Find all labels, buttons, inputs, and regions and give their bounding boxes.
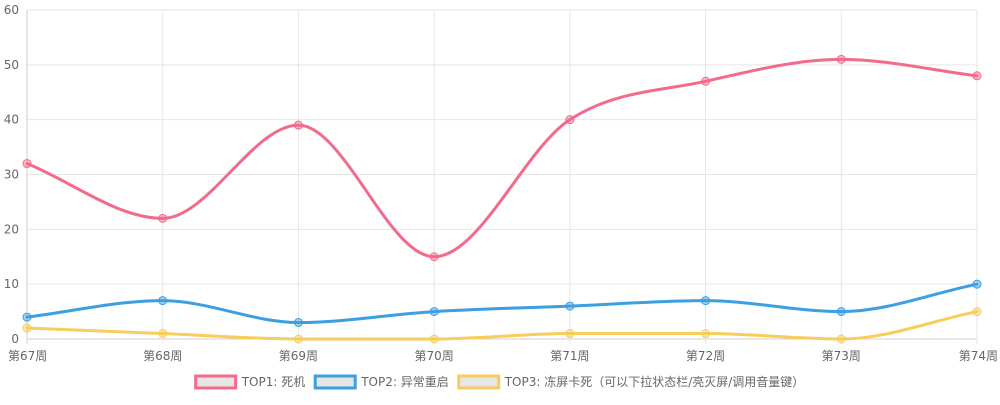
x-tick-label: 第74周 (959, 349, 998, 363)
y-tick-label: 30 (4, 168, 19, 182)
y-tick-label: 60 (4, 3, 19, 17)
series-1 (22, 54, 982, 262)
x-tick-label: 第67周 (8, 349, 47, 363)
grid (26, 9, 978, 344)
data-point[interactable] (158, 329, 168, 339)
x-tick-label: 第70周 (415, 349, 454, 363)
legend-label: TOP1: 死机 (241, 375, 306, 389)
y-tick-label: 40 (4, 113, 19, 127)
data-point[interactable] (836, 334, 846, 344)
legend-item-3[interactable]: TOP3: 冻屏卡死（可以下拉状态栏/亮灭屏/调用音量键） (457, 374, 805, 390)
legend: TOP1: 死机 TOP2: 异常重启 TOP3: 冻屏卡死（可以下拉状态栏/亮灭屏… (194, 374, 805, 390)
y-tick-label: 20 (4, 222, 19, 236)
data-point[interactable] (972, 71, 982, 81)
data-point[interactable] (565, 301, 575, 311)
x-tick-label: 第72周 (686, 349, 725, 363)
x-tick-label: 第71周 (550, 349, 589, 363)
legend-swatch (313, 374, 357, 390)
series-line (25, 57, 979, 259)
data-point[interactable] (158, 213, 168, 223)
series (22, 54, 982, 344)
series-line (25, 310, 979, 341)
data-point[interactable] (565, 115, 575, 125)
legend-swatch (457, 374, 501, 390)
series-line (25, 282, 979, 325)
data-point[interactable] (429, 334, 439, 344)
series-2 (22, 279, 982, 328)
data-point[interactable] (836, 307, 846, 317)
data-point[interactable] (701, 329, 711, 339)
data-point[interactable] (972, 307, 982, 317)
series-3 (22, 307, 982, 344)
data-point[interactable] (565, 329, 575, 339)
legend-item-1[interactable]: TOP1: 死机 (194, 374, 306, 390)
data-point[interactable] (701, 76, 711, 86)
x-tick-label: 第73周 (822, 349, 861, 363)
data-point[interactable] (293, 318, 303, 328)
data-point[interactable] (293, 334, 303, 344)
x-tick-label: 第68周 (143, 349, 182, 363)
data-point[interactable] (158, 296, 168, 306)
legend-label: TOP3: 冻屏卡死（可以下拉状态栏/亮灭屏/调用音量键） (504, 374, 805, 389)
axes: 0 10 20 30 40 50 60 第67周 第68周 第69周 第70周 第71周 第72周 第73… (4, 3, 998, 363)
data-point[interactable] (22, 159, 32, 169)
y-tick-label: 10 (4, 277, 19, 291)
data-point[interactable] (836, 54, 846, 64)
data-point[interactable] (429, 252, 439, 262)
legend-item-2[interactable]: TOP2: 异常重启 (313, 374, 449, 390)
data-point[interactable] (972, 279, 982, 289)
data-point[interactable] (293, 120, 303, 130)
y-tick-label: 0 (11, 332, 19, 346)
data-point[interactable] (22, 312, 32, 322)
legend-swatch (194, 374, 238, 390)
data-point[interactable] (22, 323, 32, 333)
data-point[interactable] (429, 307, 439, 317)
y-tick-label: 50 (4, 58, 19, 72)
x-tick-label: 第69周 (279, 349, 318, 363)
data-point[interactable] (701, 296, 711, 306)
legend-label: TOP2: 异常重启 (360, 375, 449, 389)
